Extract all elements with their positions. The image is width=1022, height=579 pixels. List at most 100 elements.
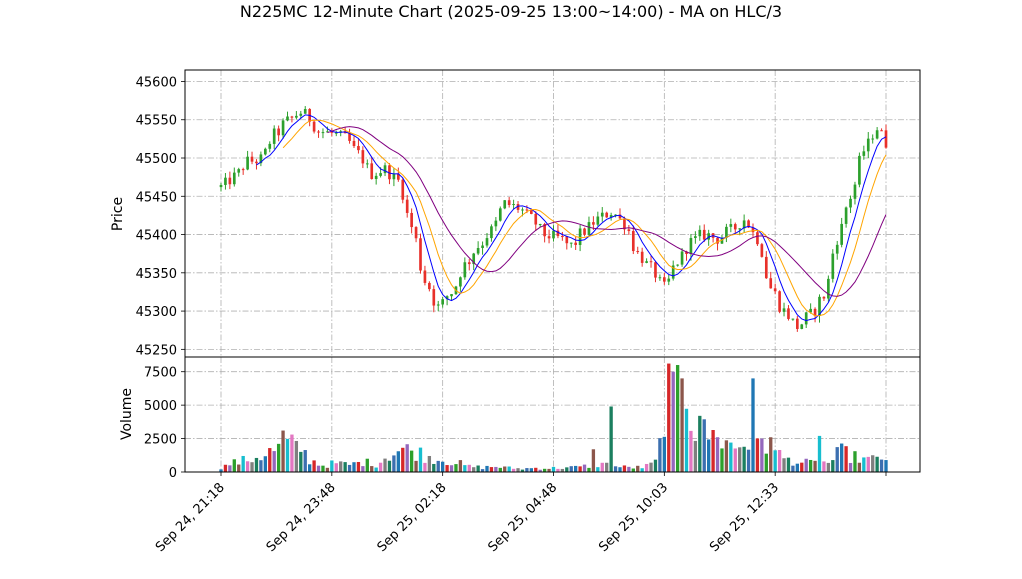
- volume-bar: [476, 465, 480, 472]
- volume-bar: [498, 467, 502, 472]
- volume-bar: [587, 467, 591, 472]
- ma-fast-line: [256, 114, 887, 322]
- volume-bar: [702, 419, 706, 472]
- volume-bar: [259, 460, 263, 472]
- volume-bar: [463, 465, 467, 472]
- volume-bar: [361, 466, 365, 472]
- candle-up: [379, 173, 382, 176]
- candle-up: [450, 294, 453, 297]
- volume-bar: [733, 448, 737, 472]
- volume-bar: [857, 462, 862, 472]
- candle-up: [463, 262, 467, 278]
- volume-bar: [432, 463, 436, 472]
- volume-bar: [356, 461, 361, 472]
- volume-panel-frame: [184, 356, 921, 473]
- volume-bar: [724, 440, 729, 472]
- volume-bar: [707, 439, 711, 472]
- candle-down: [574, 242, 577, 245]
- volume-bar: [831, 460, 835, 472]
- candle-down: [778, 291, 781, 312]
- candle-up: [849, 198, 852, 208]
- candle-down: [361, 150, 365, 164]
- x-tick-label: Sep 25, 12:33: [707, 480, 782, 555]
- candle-down: [370, 163, 374, 180]
- x-tick-label: Sep 25, 10:03: [596, 480, 671, 555]
- candle-up: [246, 156, 249, 170]
- candle-down: [796, 318, 799, 329]
- price-tick-label: 45500: [136, 152, 177, 167]
- candle-up: [707, 233, 710, 240]
- candle-up: [436, 304, 440, 306]
- candle-up: [281, 120, 285, 136]
- candle-down: [250, 156, 254, 162]
- volume-bar: [605, 462, 609, 472]
- candle-up: [725, 226, 728, 238]
- candle-up: [609, 215, 613, 218]
- candle-down: [649, 261, 653, 263]
- price-tick-label: 45600: [136, 75, 177, 90]
- candle-up: [818, 296, 821, 316]
- volume-bar: [835, 447, 839, 472]
- price-tick-label: 45300: [136, 305, 177, 320]
- volume-bar: [764, 453, 768, 472]
- volume-bar: [574, 465, 578, 472]
- candle-down: [631, 231, 635, 252]
- candle-down: [813, 308, 817, 316]
- candle-down: [423, 270, 427, 283]
- candle-up: [694, 236, 697, 239]
- candle-up: [587, 222, 591, 235]
- price-y-axis: 45250 45300 45350 45400 45450 45500 45550 45600: [136, 75, 185, 358]
- candle-down: [561, 236, 564, 238]
- candle-up: [374, 175, 378, 180]
- price-grid: [185, 70, 920, 357]
- volume-bar: [698, 415, 702, 472]
- candle-up: [286, 116, 289, 121]
- ma-mid-line: [282, 119, 887, 317]
- price-tick-label: 45350: [136, 267, 177, 282]
- candle-down: [773, 288, 777, 292]
- candle-up: [272, 128, 276, 144]
- volume-bar: [241, 455, 245, 472]
- volume-bar: [649, 462, 653, 472]
- volume-bar: [738, 447, 742, 472]
- volume-bar: [693, 440, 698, 472]
- candle-up: [299, 113, 303, 116]
- volume-bar: [662, 436, 666, 472]
- volume-bar: [791, 465, 795, 472]
- volume-bar: [268, 448, 272, 472]
- volume-bar: [427, 455, 432, 472]
- candle-up: [835, 244, 839, 254]
- volume-bar: [769, 437, 773, 472]
- x-tick-label: Sep 24, 23:48: [264, 480, 339, 555]
- volume-bar: [308, 464, 312, 472]
- volume-bar: [223, 464, 228, 472]
- candle-down: [507, 200, 511, 206]
- candle-down: [228, 177, 232, 185]
- volume-tick-label: 0: [169, 466, 177, 481]
- volume-bar: [538, 469, 542, 472]
- volume-bar: [396, 451, 400, 472]
- candle-up: [445, 296, 449, 300]
- candle-up: [232, 172, 236, 185]
- candle-up: [804, 312, 808, 325]
- volume-bar: [365, 458, 369, 472]
- volume-bar: [640, 468, 644, 472]
- candle-up: [729, 224, 733, 227]
- candle-down: [255, 161, 258, 164]
- candle-down: [640, 251, 644, 263]
- candle-up: [791, 318, 795, 320]
- candle-up: [800, 324, 804, 329]
- candle-up: [689, 238, 693, 254]
- candle-down: [769, 278, 773, 289]
- ma-slow-line: [327, 126, 887, 297]
- volume-bar: [343, 462, 347, 472]
- candle-up: [871, 138, 875, 140]
- volume-bar: [263, 456, 267, 472]
- candle-up: [875, 130, 879, 139]
- volume-bar: [658, 438, 662, 472]
- volume-bar: [653, 459, 658, 472]
- volume-bar: [675, 365, 680, 472]
- candle-down: [312, 121, 316, 132]
- volume-bar: [245, 461, 250, 472]
